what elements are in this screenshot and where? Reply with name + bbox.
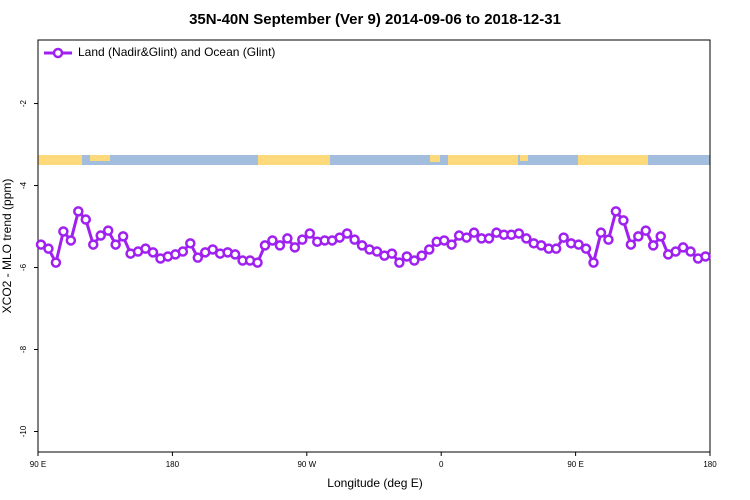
chart-title: 35N-40N September (Ver 9) 2014-09-06 to …: [189, 11, 561, 28]
data-point: [580, 243, 592, 254]
data-point: [700, 251, 711, 262]
y-tick-label: -10: [19, 425, 28, 437]
data-point: [73, 206, 84, 217]
data-point: [618, 215, 629, 226]
data-point: [670, 246, 681, 257]
x-tick-label: 90 E: [30, 460, 46, 469]
data-point: [513, 228, 525, 239]
data-point: [595, 227, 607, 238]
data-point: [640, 225, 652, 236]
data-point: [409, 255, 420, 266]
data-point: [65, 235, 77, 246]
data-point: [394, 257, 405, 268]
data-point: [43, 243, 54, 254]
data-point: [207, 244, 218, 255]
y-tick-label: -8: [19, 345, 28, 353]
data-point: [304, 228, 316, 239]
data-point: [461, 232, 472, 243]
x-tick-label: 0: [439, 460, 444, 469]
data-point: [588, 257, 599, 268]
data-point: [88, 239, 99, 250]
data-point: [267, 235, 278, 246]
data-point: [648, 240, 659, 251]
data-point: [550, 243, 562, 254]
y-tick-label: -4: [19, 181, 28, 189]
data-point: [102, 225, 114, 236]
legend-label: Land (Nadir&Glint) and Ocean (Glint): [78, 45, 275, 59]
data-point: [110, 239, 121, 250]
x-tick-label: 180: [166, 460, 180, 469]
legend-marker: [52, 47, 64, 59]
data-point: [446, 239, 457, 250]
data-point: [371, 246, 383, 257]
x-axis-label: Longitude (deg E): [327, 476, 422, 490]
data-point: [655, 231, 666, 242]
data-point: [185, 238, 196, 249]
data-point: [341, 228, 353, 239]
data-point: [58, 226, 69, 237]
data-point: [229, 249, 241, 260]
data-point: [356, 240, 368, 251]
data-point: [521, 233, 532, 244]
data-point: [252, 257, 263, 268]
data-point: [416, 250, 428, 261]
data-point: [685, 246, 696, 257]
data-point: [274, 240, 286, 251]
y-tick-label: -6: [19, 263, 28, 271]
y-tick-label: -2: [19, 99, 28, 107]
data-point: [297, 234, 308, 245]
data-point: [625, 239, 637, 250]
x-tick-label: 90 W: [297, 460, 316, 469]
data-point: [386, 248, 398, 259]
x-tick-label: 90 E: [567, 460, 583, 469]
y-axis-label: XCO2 - MLO trend (ppm): [0, 179, 14, 314]
data-point: [334, 232, 345, 243]
data-point: [117, 231, 129, 242]
data-point: [483, 233, 495, 244]
land-ocean-map: [38, 155, 710, 165]
data-point: [177, 246, 189, 257]
data-point: [610, 206, 622, 217]
data-point: [95, 230, 106, 241]
data-point: [349, 234, 360, 245]
x-tick-label: 180: [703, 460, 717, 469]
data-point: [424, 244, 435, 255]
data-point: [677, 242, 689, 253]
data-point: [401, 251, 413, 262]
data-point: [558, 232, 569, 243]
data-point: [573, 239, 584, 250]
data-point: [259, 240, 271, 251]
data-point: [603, 234, 614, 245]
data-point: [289, 242, 301, 253]
data-point: [438, 235, 450, 246]
data-point: [80, 214, 92, 225]
data-point: [633, 231, 644, 242]
data-point: [50, 257, 62, 268]
plot-frame: [37, 39, 711, 453]
data-point: [35, 239, 47, 250]
data-point: [468, 227, 480, 238]
data-point: [192, 252, 204, 263]
data-point: [282, 233, 293, 244]
data-point: [147, 247, 159, 258]
